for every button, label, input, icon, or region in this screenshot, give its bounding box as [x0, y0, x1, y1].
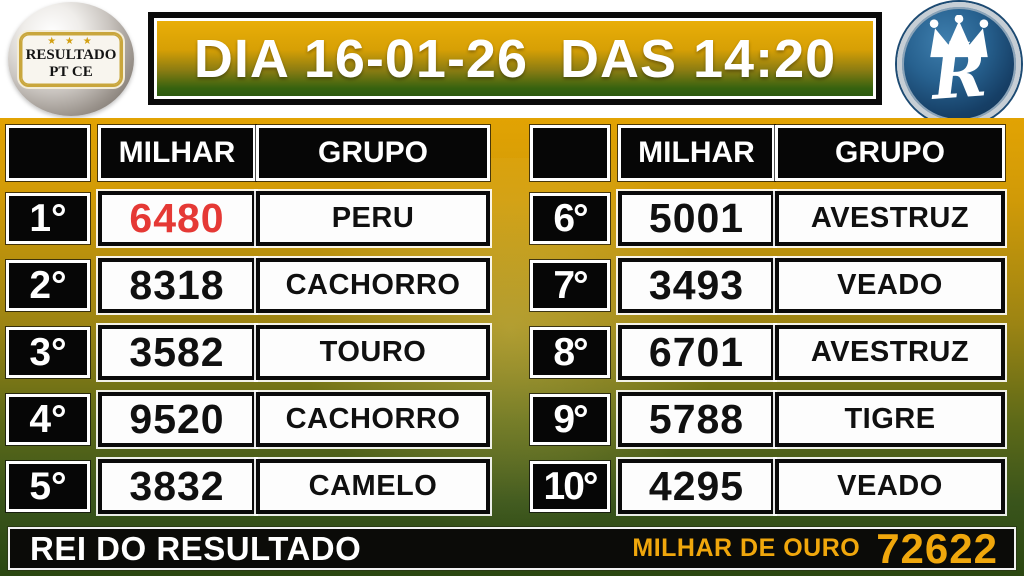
table-header-row: MILHAR GRUPO — [5, 124, 491, 182]
milhar-value: 5001 — [616, 189, 777, 248]
milhar-value: 6701 — [616, 323, 777, 382]
position-label: 9° — [529, 393, 611, 446]
grupo-value: AVESTRUZ — [773, 189, 1007, 248]
milhar-value: 4295 — [616, 457, 777, 516]
rei-script-label: Rei — [947, 40, 971, 56]
position-header-cell — [5, 124, 91, 182]
position-label: 10° — [529, 460, 611, 513]
table-row: 3° 3582 TOURO — [5, 323, 492, 382]
table-row: 6° 5001 AVESTRUZ — [529, 189, 1007, 248]
table-row: 10° 4295 VEADO — [529, 457, 1007, 516]
table-row: 7° 3493 VEADO — [529, 256, 1007, 315]
grupo-value: CACHORRO — [254, 390, 492, 449]
milhar-value: 9520 — [96, 390, 258, 449]
date-banner: DIA 16-01-26 DAS 14:20 — [148, 12, 882, 105]
table-row: 2° 8318 CACHORRO — [5, 256, 492, 315]
crown-icon — [929, 15, 989, 58]
r-monogram: R — [928, 33, 990, 115]
table-row: 1° 6480 PERU — [5, 189, 492, 248]
logo-badge: ★ ★ ★ RESULTADO PT CE — [18, 31, 124, 87]
draw-date-time: DIA 16-01-26 DAS 14:20 — [193, 28, 837, 89]
resultado-pt-ce-logo-icon: ★ ★ ★ RESULTADO PT CE — [8, 2, 134, 116]
position-label: 3° — [5, 326, 91, 379]
milhar-value: 3582 — [96, 323, 258, 382]
grupo-value: VEADO — [773, 457, 1007, 516]
grupo-header: GRUPO — [774, 124, 1006, 182]
position-label: 7° — [529, 259, 611, 312]
stars-icon: ★ ★ ★ — [47, 35, 95, 47]
milhar-value: 6480 — [96, 189, 258, 248]
position-label: 6° — [529, 192, 611, 245]
top-band: ★ ★ ★ RESULTADO PT CE DIA 16-01-26 DAS 1… — [0, 0, 1024, 126]
position-label: 1° — [5, 192, 91, 245]
table-row: 4° 9520 CACHORRO — [5, 390, 492, 449]
rei-logo-icon: Rei R — [897, 2, 1021, 126]
milhar-de-ouro: MILHAR DE OURO 72622 — [632, 525, 998, 573]
position-label: 5° — [5, 460, 91, 513]
grupo-value: VEADO — [773, 256, 1007, 315]
brand-title: REI DO RESULTADO — [30, 529, 362, 567]
milhar-de-ouro-label: MILHAR DE OURO — [632, 534, 861, 562]
milhar-header: MILHAR — [617, 124, 776, 182]
results-table-left: MILHAR GRUPO 1° 6480 PERU 2° 8318 CACHOR… — [5, 124, 492, 526]
grupo-value: CAMELO — [254, 457, 492, 516]
milhar-value: 5788 — [616, 390, 777, 449]
milhar-value: 3832 — [96, 457, 258, 516]
position-label: 8° — [529, 326, 611, 379]
table-row: 5° 3832 CAMELO — [5, 457, 492, 516]
grupo-header: GRUPO — [255, 124, 491, 182]
footer-bar: REI DO RESULTADO MILHAR DE OURO 72622 — [7, 525, 1017, 573]
milhar-value: 3493 — [616, 256, 777, 315]
table-row: 8° 6701 AVESTRUZ — [529, 323, 1007, 382]
table-row: 9° 5788 TIGRE — [529, 390, 1007, 449]
grupo-value: TIGRE — [773, 390, 1007, 449]
milhar-header: MILHAR — [97, 124, 257, 182]
logo-line1: RESULTADO — [25, 46, 117, 63]
grupo-value: PERU — [254, 189, 492, 248]
position-label: 2° — [5, 259, 91, 312]
results-table-right: MILHAR GRUPO 6° 5001 AVESTRUZ 7° 3493 VE… — [529, 124, 1007, 526]
milhar-value: 8318 — [96, 256, 258, 315]
position-header-cell — [529, 124, 611, 182]
table-header-row: MILHAR GRUPO — [529, 124, 1006, 182]
grupo-value: AVESTRUZ — [773, 323, 1007, 382]
date-banner-inner: DIA 16-01-26 DAS 14:20 — [154, 18, 876, 99]
logo-line2: PT CE — [49, 63, 93, 80]
grupo-value: TOURO — [254, 323, 492, 382]
results-area: MILHAR GRUPO 1° 6480 PERU 2° 8318 CACHOR… — [0, 118, 1024, 576]
milhar-de-ouro-value: 72622 — [876, 524, 998, 572]
grupo-value: CACHORRO — [254, 256, 492, 315]
position-label: 4° — [5, 393, 91, 446]
